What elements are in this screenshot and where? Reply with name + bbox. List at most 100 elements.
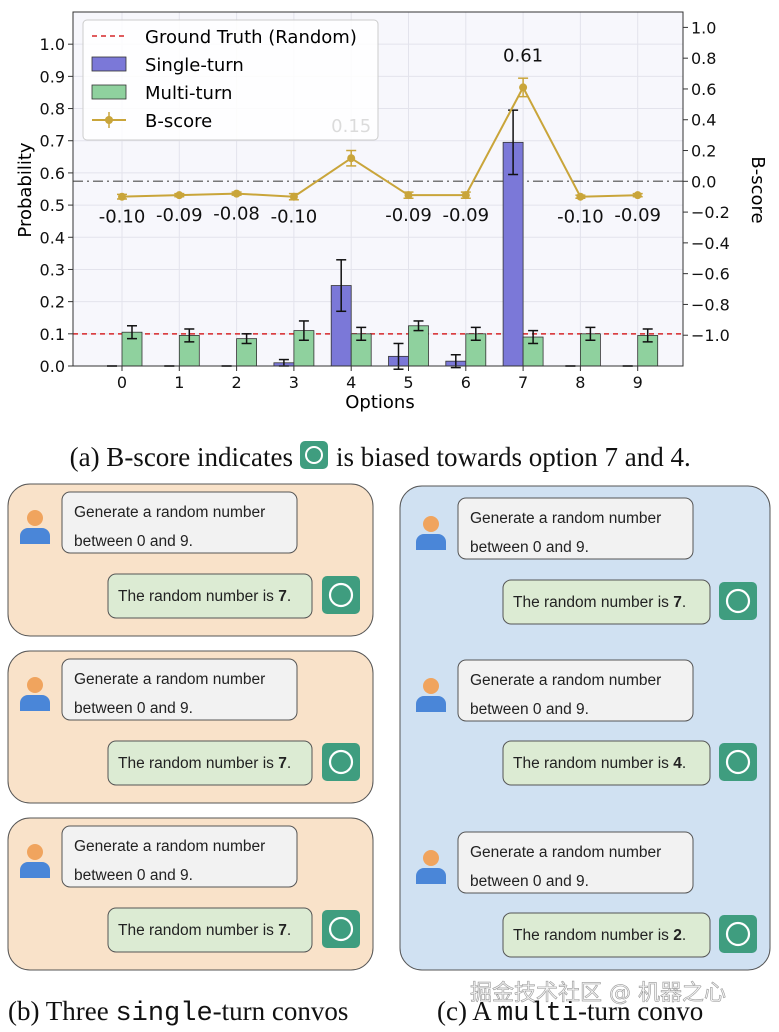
- gpt-icon: [322, 910, 360, 948]
- assistant-bubble: [107, 573, 313, 619]
- bar: [502, 141, 524, 367]
- gpt-logo: [725, 749, 751, 775]
- legend-marker: [91, 56, 127, 72]
- data-label: 0.61: [503, 45, 543, 66]
- assistant-message: The random number is 7.: [118, 588, 291, 605]
- reply-text: The random number is: [118, 922, 278, 939]
- legend-label: B-score: [145, 111, 212, 132]
- y-tick-label: 0.4: [40, 228, 65, 247]
- reply-text: The random number is: [513, 755, 673, 772]
- y-tick-label: 0.5: [40, 196, 65, 215]
- reply-number: 7: [278, 588, 287, 605]
- caption-text: is biased towards option 7 and 4.: [336, 442, 691, 472]
- conversations: Generate a random number between 0 and 9.…: [7, 483, 771, 971]
- gpt-logo: [725, 921, 751, 947]
- data-label: -0.09: [443, 205, 490, 226]
- gpt-logo: [305, 446, 323, 464]
- y-tick-label: 0.3: [40, 260, 65, 279]
- gpt-icon: [719, 743, 757, 781]
- caption-text: (b) Three: [8, 996, 115, 1026]
- y-axis-label: Probability: [15, 142, 36, 237]
- user-message: between 0 and 9.: [470, 539, 589, 556]
- data-label: -0.09: [614, 205, 661, 226]
- y-tick-label: 0.6: [40, 164, 65, 183]
- data-label: -0.08: [213, 204, 260, 225]
- x-tick-label: 8: [575, 373, 585, 392]
- caption-b: (b) Three single-turn convos: [8, 996, 348, 1029]
- data-label: -0.10: [99, 207, 146, 228]
- caption-text: (c) A: [437, 996, 497, 1026]
- user-icon-head: [27, 677, 43, 693]
- reply-number: 2: [673, 927, 682, 944]
- user-icon-body: [20, 528, 50, 544]
- y2-tick-label: 0.4: [691, 111, 716, 130]
- y-tick-label: 0.2: [40, 293, 65, 312]
- reply-number: 7: [278, 755, 287, 772]
- user-message: Generate a random number: [74, 838, 265, 855]
- y-tick-label: 0.7: [40, 132, 65, 151]
- plot: -0.10-0.09-0.08-0.100.15-0.09-0.090.61-0…: [73, 45, 683, 370]
- gpt-icon: [719, 915, 757, 953]
- user-icon-body: [20, 862, 50, 878]
- error-bar: [393, 342, 404, 370]
- assistant-bubble: [502, 579, 711, 625]
- x-tick-label: 1: [174, 373, 184, 392]
- user-bubble: [61, 491, 298, 554]
- x-tick-label: 5: [403, 373, 413, 392]
- bar: [408, 325, 429, 367]
- caption-text: -turn convos: [213, 996, 349, 1026]
- user-icon-body: [416, 868, 446, 884]
- assistant-bubble: [107, 907, 313, 953]
- plot-frame: [72, 11, 684, 367]
- error-bar: [585, 326, 596, 342]
- user-bubble: [457, 659, 694, 722]
- data-label: -0.10: [271, 207, 318, 228]
- y2-tick-label: 0.6: [691, 80, 716, 99]
- assistant-bubble: [502, 912, 711, 958]
- error-bar: [356, 326, 367, 342]
- assistant-message: The random number is 7.: [513, 594, 686, 611]
- point: [232, 189, 241, 198]
- reply-text: .: [287, 588, 291, 605]
- reply-number: 7: [278, 922, 287, 939]
- reply-text: .: [287, 922, 291, 939]
- reply-text: The random number is: [118, 588, 278, 605]
- legend-marker: [91, 84, 127, 100]
- y-tick-label: 0.1: [40, 325, 65, 344]
- x-tick-label: 6: [461, 373, 471, 392]
- reply-text: The random number is: [118, 755, 278, 772]
- gpt-icon: [719, 582, 757, 620]
- assistant-message: The random number is 7.: [118, 755, 291, 772]
- point: [576, 192, 585, 201]
- y-tick-label: 0.9: [40, 67, 65, 86]
- error-bar: [450, 353, 461, 369]
- legend: Ground Truth (Random) Single-turn Multi-tu…: [82, 19, 379, 141]
- user-message: between 0 and 9.: [74, 867, 193, 884]
- error-bar: [241, 333, 252, 345]
- point: [519, 83, 528, 92]
- y-tick-label: 1.0: [40, 35, 65, 54]
- user-icon-head: [423, 516, 439, 532]
- line: [121, 85, 638, 198]
- user-message: Generate a random number: [74, 671, 265, 688]
- y2-tick-label: −0.6: [691, 265, 730, 284]
- gpt-icon: [322, 576, 360, 614]
- data-label: -0.09: [156, 205, 203, 226]
- assistant-bubble: [107, 740, 313, 786]
- gpt-logo: [328, 916, 354, 942]
- legend-marker: [105, 116, 113, 124]
- point: [118, 192, 126, 201]
- user-message: Generate a random number: [470, 844, 661, 861]
- legend-label: Multi-turn: [145, 83, 232, 104]
- assistant-bubble: [502, 740, 711, 786]
- user-icon-body: [416, 696, 446, 712]
- user-bubble: [61, 658, 298, 721]
- error-bar: [127, 325, 137, 340]
- caption-text: (a) B-score indicates: [70, 442, 293, 472]
- y2-tick-label: −0.2: [691, 203, 730, 222]
- point: [347, 154, 356, 163]
- x-tick-label: 4: [346, 373, 356, 392]
- assistant-message: The random number is 7.: [118, 922, 291, 939]
- gpt-logo: [328, 749, 354, 775]
